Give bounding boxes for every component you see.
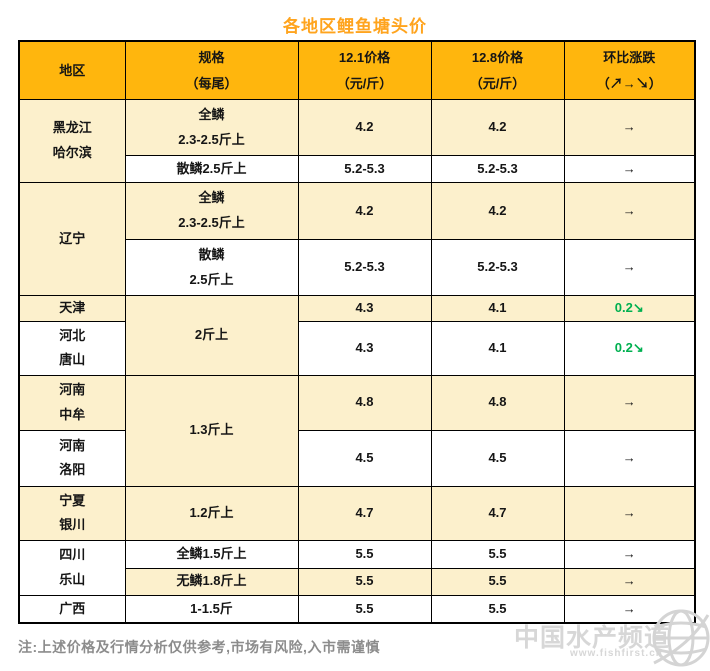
cell-spec: 1.3斤上 <box>124 374 299 487</box>
cell-p2: 4.5 <box>430 429 565 487</box>
table-header: 地区 规格 （每尾） 12.1价格 （元/斤） 12.8价格 （元/斤） 环比涨跌 （↗… <box>18 40 696 100</box>
cell-p2: 5.5 <box>430 539 565 569</box>
cell-p1: 5.2-5.3 <box>297 239 432 296</box>
cell-p2: 4.1 <box>430 295 565 322</box>
cell-p2: 4.7 <box>430 485 565 541</box>
cell-p2: 5.2-5.3 <box>430 155 565 183</box>
disclaimer-note: 注:上述价格及行情分析仅供参考,市场有风险,入市需谨慎 <box>18 639 380 655</box>
cell-spec: 散鳞2.5斤上 <box>124 155 299 183</box>
table-row: 无鳞1.8斤上 5.5 5.5 → <box>19 567 696 596</box>
cell-region: 河北 唐山 <box>18 320 126 376</box>
cell-p1: 4.8 <box>297 374 432 431</box>
column-header-change: 环比涨跌 （↗→↘） <box>563 40 696 100</box>
price-table: 地区 规格 （每尾） 12.1价格 （元/斤） 12.8价格 （元/斤） 环比涨跌 （↗… <box>18 40 696 625</box>
cell-change: → <box>563 539 696 569</box>
cell-region: 天津 <box>18 295 126 322</box>
cell-change: → <box>563 429 696 487</box>
cell-region: 宁夏 银川 <box>18 485 126 541</box>
cell-p1: 5.2-5.3 <box>297 155 432 183</box>
cell-spec: 全鳞1.5斤上 <box>124 539 299 569</box>
table-body: 黑龙江 哈尔滨 全鳞 2.3-2.5斤上 4.2 4.2 → 散鳞2.5斤上 5.2-5.3… <box>18 99 696 624</box>
column-header-region: 地区 <box>18 40 126 100</box>
cell-p2: 4.2 <box>430 182 565 240</box>
watermark-logo: 中国水产频道 www.fishfirst.cn <box>514 609 710 669</box>
table-row: 黑龙江 哈尔滨 全鳞 2.3-2.5斤上 4.2 4.2 → <box>18 99 696 183</box>
cell-p1: 4.3 <box>297 320 432 376</box>
table-row: 散鳞 2.5斤上 5.2-5.3 5.2-5.3 → <box>19 239 696 296</box>
cell-region: 广西 <box>18 594 126 624</box>
cell-change: → <box>563 155 696 183</box>
cell-change: → <box>563 182 696 240</box>
cell-region: 四川 乐山 <box>18 539 126 596</box>
column-header-spec: 规格 （每尾） <box>124 40 299 100</box>
cell-p2: 4.8 <box>430 374 565 431</box>
cell-change: 0.2↘ <box>563 295 696 322</box>
cell-region: 黑龙江 哈尔滨 <box>18 99 126 183</box>
cell-spec: 全鳞 2.3-2.5斤上 <box>124 182 299 240</box>
cell-p1: 4.3 <box>297 295 432 322</box>
cell-p2: 5.2-5.3 <box>430 239 565 296</box>
cell-region: 河南 洛阳 <box>18 429 126 487</box>
cell-spec: 1-1.5斤 <box>124 594 299 624</box>
table-row: 河南 中牟 1.3斤上 4.8 4.8 → <box>18 374 696 487</box>
cell-change: → <box>563 99 696 156</box>
cell-p2: 4.2 <box>430 99 565 156</box>
table-row: 河南 洛阳 4.5 4.5 → <box>18 429 696 487</box>
cell-spec: 散鳞 2.5斤上 <box>124 239 299 296</box>
cell-spec: 全鳞 2.3-2.5斤上 <box>124 99 299 156</box>
table-row: 河北 唐山 4.3 4.1 0.2↘ <box>18 320 696 376</box>
cell-p1: 5.5 <box>297 567 432 596</box>
cell-change: → <box>563 374 696 431</box>
page-title: 各地区鲤鱼塘头价 <box>283 17 427 36</box>
table-row: 四川 乐山 全鳞1.5斤上 5.5 5.5 → <box>18 539 696 596</box>
table-row: 散鳞2.5斤上 5.2-5.3 5.2-5.3 → <box>19 155 696 183</box>
cell-p2: 5.5 <box>430 567 565 596</box>
header-row: 地区 规格 （每尾） 12.1价格 （元/斤） 12.8价格 （元/斤） 环比涨跌 （↗… <box>18 40 696 100</box>
watermark-name: 中国水产频道 <box>514 624 671 652</box>
column-header-p1: 12.1价格 （元/斤） <box>297 40 432 100</box>
table-row: 辽宁 全鳞 2.3-2.5斤上 4.2 4.2 → <box>18 182 696 296</box>
cell-p1: 5.5 <box>297 594 432 624</box>
cell-change: → <box>563 239 696 296</box>
cell-change: → <box>563 567 696 596</box>
column-header-p2: 12.8价格 （元/斤） <box>430 40 565 100</box>
cell-spec: 2斤上 <box>124 295 299 376</box>
cell-p2: 4.1 <box>430 320 565 376</box>
watermark-url: www.fishfirst.cn <box>570 648 663 659</box>
cell-p1: 4.2 <box>297 99 432 156</box>
cell-region: 辽宁 <box>18 182 126 296</box>
cell-spec: 1.2斤上 <box>124 485 299 541</box>
globe-icon <box>650 605 710 671</box>
table-row: 天津 2斤上 4.3 4.1 0.2↘ <box>18 295 696 376</box>
cell-p1: 4.7 <box>297 485 432 541</box>
cell-change: 0.2↘ <box>563 320 696 376</box>
cell-p1: 5.5 <box>297 539 432 569</box>
cell-change: → <box>563 485 696 541</box>
cell-p1: 4.5 <box>297 429 432 487</box>
cell-p1: 4.2 <box>297 182 432 240</box>
table-row: 宁夏 银川 1.2斤上 4.7 4.7 → <box>18 485 696 541</box>
cell-spec: 无鳞1.8斤上 <box>124 567 299 596</box>
cell-p2: 5.5 <box>430 594 565 624</box>
cell-region: 河南 中牟 <box>18 374 126 431</box>
